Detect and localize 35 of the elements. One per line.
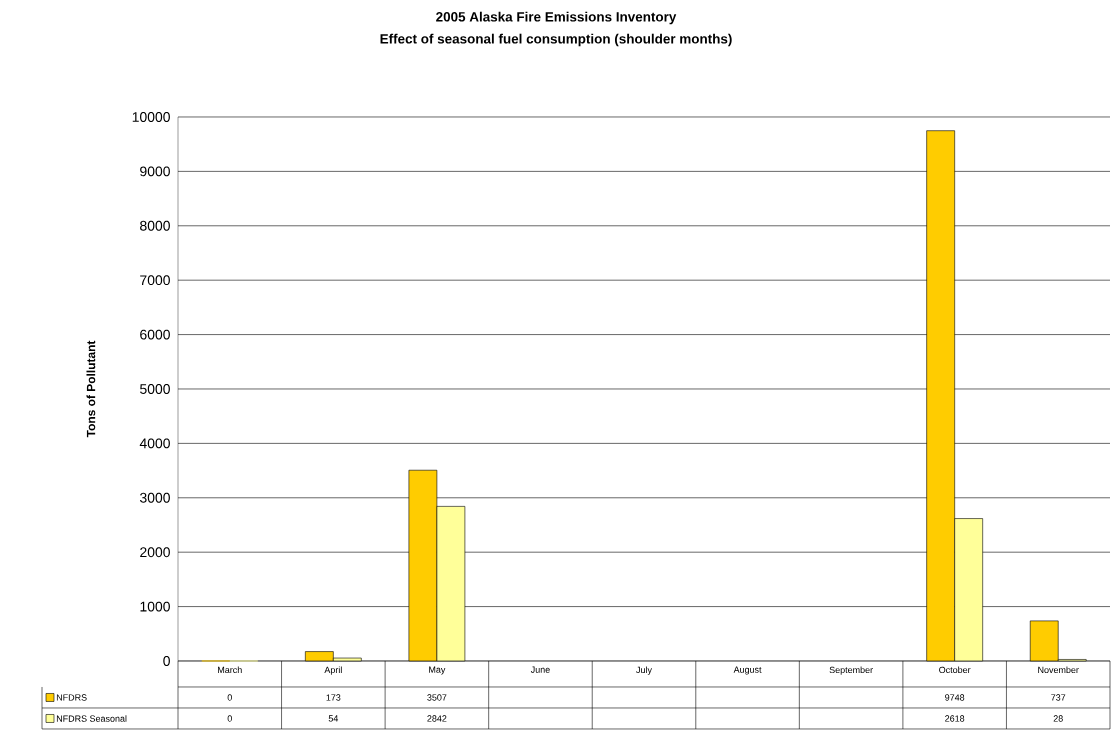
data-label: 3507 (427, 694, 447, 701)
data-label: 0 (227, 694, 232, 701)
y-tick-label: 2000 (140, 547, 170, 558)
y-tick-label: 5000 (140, 384, 170, 394)
y-tick-label: 1000 (140, 601, 170, 612)
data-label: 2618 (945, 715, 965, 722)
x-tick-label: April (324, 666, 342, 675)
chart-subtitle: Effect of seasonal fuel consumption (shoulder months) (380, 33, 732, 47)
y-tick-label: 10000 (132, 112, 170, 122)
chart-title: 2005 Alaska Fire Emissions Inventory (436, 11, 677, 25)
y-tick-label: 4000 (139, 438, 170, 449)
y-tick-label: 7000 (140, 275, 170, 286)
y-tick-label: 9000 (140, 166, 170, 177)
data-label: 9748 (945, 694, 965, 701)
y-tick-label: 0 (163, 656, 170, 666)
y-axis-title: Tons of Pollutant (86, 340, 96, 438)
x-tick-label: June (530, 666, 550, 673)
x-tick-label: October (939, 666, 971, 674)
y-tick-label: 8000 (140, 220, 170, 231)
x-tick-label: July (636, 666, 652, 675)
x-tick-label: November (1038, 666, 1079, 674)
legend-label: NFDRS (56, 694, 87, 701)
legend-label: NFDRS Seasonal (56, 715, 127, 722)
data-label: 54 (328, 715, 339, 722)
x-tick-label: March (218, 666, 242, 674)
data-label: 28 (1053, 715, 1063, 722)
x-tick-label: May (429, 666, 446, 675)
data-label: 737 (1051, 694, 1066, 701)
y-tick-label: 3000 (139, 492, 170, 503)
x-tick-label: September (829, 666, 873, 675)
x-tick-label: August (733, 666, 762, 675)
data-label: 173 (326, 694, 341, 701)
data-label: 0 (227, 715, 232, 722)
data-label: 2842 (427, 715, 447, 722)
y-tick-label: 6000 (140, 329, 170, 340)
